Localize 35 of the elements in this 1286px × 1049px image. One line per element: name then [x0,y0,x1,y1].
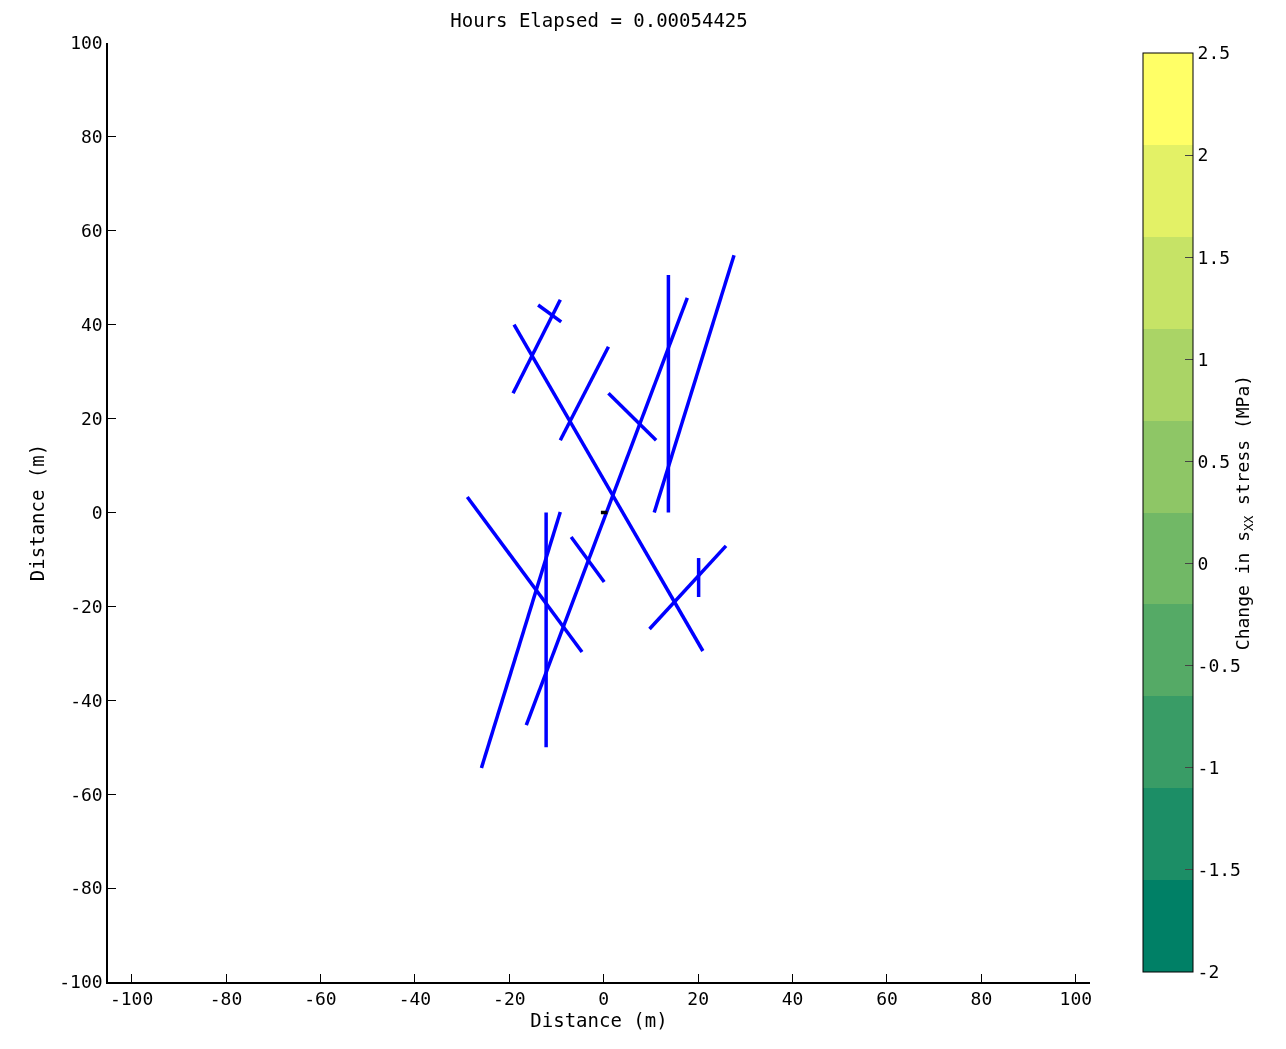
x-tick-label: -60 [304,988,337,1010]
x-tick-label: -20 [493,988,526,1010]
y-tick-label: 100 [70,32,103,54]
x-tick-label: 60 [876,988,898,1010]
y-tick-label: -60 [70,783,103,805]
x-axis-title: Distance (m) [530,1009,668,1032]
y-tick-label: 0 [91,501,103,523]
color-bar-label: 0 [1197,552,1209,574]
x-tick-label: 40 [781,988,804,1010]
x-tick-label: 20 [687,988,709,1010]
y-tick-label: 60 [80,220,103,242]
color-bar-label: -0.5 [1197,654,1241,676]
y-tick-label: -40 [70,689,103,711]
x-tick-label: 100 [1059,988,1093,1010]
x-tick-label: -40 [398,988,432,1010]
color-bar-label: 1.5 [1197,246,1231,268]
color-bar-label: -1 [1197,757,1220,779]
y-tick-label: 80 [80,126,103,148]
color-bar-label: 0.5 [1197,450,1231,472]
color-bar-label: 1 [1197,348,1209,370]
x-tick-label: -100 [109,988,154,1010]
x-tick-label: 0 [598,988,610,1010]
y-tick-label: -80 [70,877,103,899]
color-bar-label: 2 [1197,144,1209,166]
x-tick-label: 80 [970,988,993,1010]
y-tick-label: -20 [70,595,103,617]
chart-title: Hours Elapsed = 0.00054425 [450,8,748,31]
color-bar-label: 2.5 [1197,42,1231,64]
y-axis-title: Distance (m) [25,443,48,582]
y-tick-label: 20 [80,407,103,429]
y-tick-label: -100 [59,971,103,993]
y-tick-label: 40 [80,314,103,335]
x-tick-label: -80 [209,988,243,1010]
color-bar-label: -2 [1197,961,1220,983]
color-bar-label: -1.5 [1197,859,1241,881]
